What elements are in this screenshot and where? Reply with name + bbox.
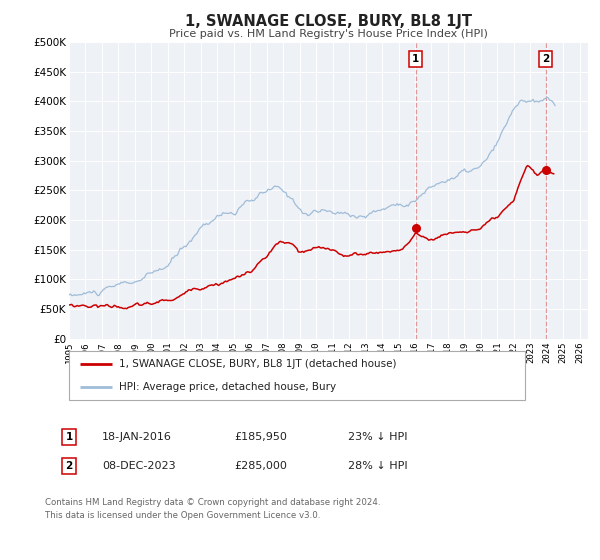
Text: 23% ↓ HPI: 23% ↓ HPI xyxy=(348,432,407,442)
Text: 1, SWANAGE CLOSE, BURY, BL8 1JT (detached house): 1, SWANAGE CLOSE, BURY, BL8 1JT (detache… xyxy=(119,360,397,370)
Text: £185,950: £185,950 xyxy=(234,432,287,442)
Text: £285,000: £285,000 xyxy=(234,461,287,471)
Text: 2: 2 xyxy=(65,461,73,471)
Text: 08-DEC-2023: 08-DEC-2023 xyxy=(102,461,176,471)
Text: 18-JAN-2016: 18-JAN-2016 xyxy=(102,432,172,442)
Text: Price paid vs. HM Land Registry's House Price Index (HPI): Price paid vs. HM Land Registry's House … xyxy=(169,29,488,39)
Text: 28% ↓ HPI: 28% ↓ HPI xyxy=(348,461,407,471)
Text: 1, SWANAGE CLOSE, BURY, BL8 1JT: 1, SWANAGE CLOSE, BURY, BL8 1JT xyxy=(185,14,472,29)
Text: 1: 1 xyxy=(412,54,419,64)
Text: Contains HM Land Registry data © Crown copyright and database right 2024.
This d: Contains HM Land Registry data © Crown c… xyxy=(45,498,380,520)
Text: HPI: Average price, detached house, Bury: HPI: Average price, detached house, Bury xyxy=(119,382,336,392)
Text: 1: 1 xyxy=(65,432,73,442)
Text: 2: 2 xyxy=(542,54,550,64)
